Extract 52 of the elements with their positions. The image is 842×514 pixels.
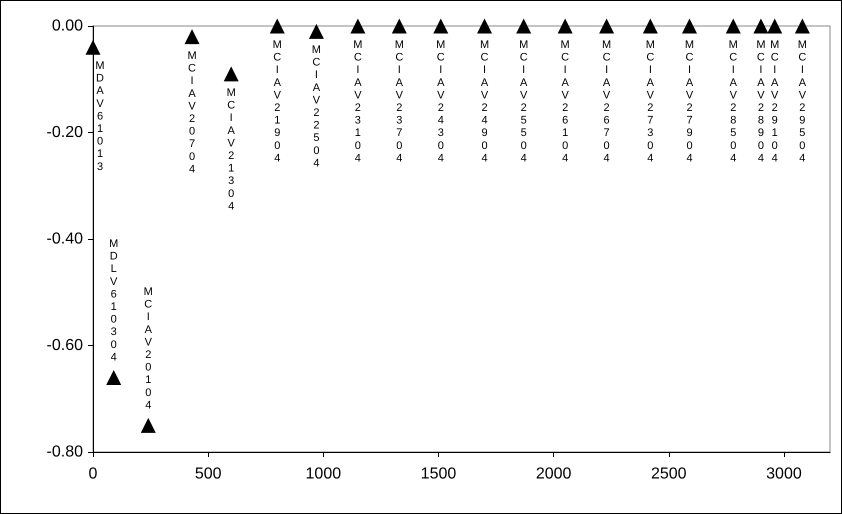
point: [682, 18, 698, 34]
point: [270, 18, 285, 34]
annotation: MCIAV29104: [768, 39, 781, 165]
point: [140, 418, 156, 433]
annotation: MCIAV26104: [559, 39, 572, 165]
annotation: MCIAV29504: [796, 39, 808, 165]
annotation: MCIAV21304: [225, 86, 238, 213]
y-tick-label: -0.60: [46, 337, 84, 354]
x-tick-label: 2500: [650, 466, 687, 482]
x-tick-label: 1500: [420, 466, 456, 482]
point: [599, 18, 614, 34]
point: [477, 18, 492, 34]
point: [184, 29, 200, 44]
annotation: MCIAV28904: [754, 39, 767, 165]
annotation: MCIAV21904: [271, 39, 284, 165]
x-tick-label: 0: [88, 466, 98, 482]
point: [753, 18, 768, 34]
point: [392, 18, 407, 34]
point: [642, 18, 658, 34]
point: [308, 24, 324, 39]
annotation: MCIAV20704: [186, 50, 198, 176]
annotation: MCIAV24304: [434, 39, 447, 165]
x-tick-label: 2000: [536, 466, 572, 482]
y-tick-label: 0.00: [52, 18, 84, 34]
annotation: MCIAV27304: [644, 39, 656, 165]
annotation: MDAV61013: [94, 60, 106, 174]
x-tick-label: 1000: [306, 466, 342, 482]
point: [516, 18, 532, 34]
annotation: MCIAV24904: [478, 39, 491, 165]
point: [86, 40, 100, 55]
point: [558, 18, 573, 34]
annotation: MCIAV22504: [310, 44, 322, 170]
point: [726, 18, 741, 34]
annotation: MDLV610304: [108, 238, 120, 364]
x-tick-label: 3000: [766, 466, 802, 482]
annotation: MCIAV26704: [600, 39, 613, 165]
annotation: MCIAV20104: [142, 286, 154, 412]
annotation: MCIAV23704: [393, 39, 406, 165]
point: [767, 18, 782, 34]
annotation: MCIAV25504: [518, 39, 530, 165]
annotation: MCIAV28504: [727, 39, 740, 165]
point: [224, 66, 239, 82]
annotation: MCIAV23104: [352, 39, 364, 165]
y-tick-label: -0.40: [46, 230, 84, 248]
point: [433, 18, 448, 34]
x-tick-label: 500: [194, 466, 222, 482]
point: [350, 18, 366, 34]
y-tick-label: -0.80: [46, 444, 84, 460]
point: [794, 18, 810, 34]
point: [106, 370, 122, 385]
annotation: MCIAV27904: [684, 39, 696, 165]
y-tick-label: -0.20: [46, 124, 84, 141]
